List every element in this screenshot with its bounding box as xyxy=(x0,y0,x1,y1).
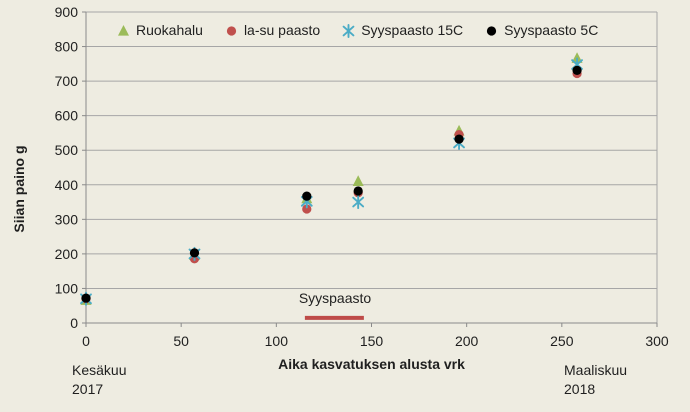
legend-item-2: Syyspaasto 15C xyxy=(341,22,463,38)
y-tick-label-200: 200 xyxy=(55,246,79,262)
x-context-start: Kesäkuu 2017 xyxy=(72,361,126,399)
legend-marker-2 xyxy=(342,23,355,38)
legend: Ruokahalu la-su paasto Syyspaasto 15C Syysp… xyxy=(116,22,598,38)
x-context-start-line1: Kesäkuu xyxy=(72,362,127,378)
x-tick-label-50: 50 xyxy=(173,333,189,349)
y-tick-label-500: 500 xyxy=(55,142,79,158)
legend-marker-3 xyxy=(487,25,497,36)
y-tick-label-600: 600 xyxy=(55,108,79,124)
marker-triangle-s0-p3 xyxy=(352,175,364,186)
marker-circle-s3-p4 xyxy=(454,134,464,144)
y-tick-label-0: 0 xyxy=(70,315,78,331)
x-context-end: Maaliskuu 2018 xyxy=(564,361,627,399)
marker-circle-s3-p3 xyxy=(353,186,363,196)
x-tick-label-150: 150 xyxy=(360,333,384,349)
legend-item-3: Syyspaasto 5C xyxy=(484,22,598,38)
y-tick-label-900: 900 xyxy=(55,4,79,20)
x-tick-label-200: 200 xyxy=(455,333,479,349)
marker-circle-s1-p2 xyxy=(302,204,312,214)
marker-circle-s3-p0 xyxy=(81,293,91,303)
legend-marker-0 xyxy=(118,24,129,36)
legend-label-3: Syyspaasto 5C xyxy=(504,22,599,38)
y-tick-label-100: 100 xyxy=(55,280,79,296)
annotation-label: Syyspaasto xyxy=(298,290,372,306)
x-tick-label-300: 300 xyxy=(645,333,669,349)
x-tick-label-0: 0 xyxy=(82,333,90,349)
legend-circle-icon xyxy=(487,25,497,36)
marker-asterisk-s2-p3 xyxy=(352,195,365,210)
y-tick-label-300: 300 xyxy=(55,211,79,227)
x-tick-label-100: 100 xyxy=(265,333,289,349)
x-context-end-line1: Maaliskuu xyxy=(564,362,628,378)
marker-circle-s3-p5 xyxy=(572,65,582,76)
legend-item-1: la-su paasto xyxy=(224,22,320,38)
x-context-start-line2: 2017 xyxy=(72,381,104,397)
marker-circle-s3-p2 xyxy=(302,191,312,201)
y-axis-title: Siian paino g xyxy=(11,145,27,233)
marker-circle-s3-p1 xyxy=(189,248,200,258)
legend-circle-icon xyxy=(226,25,237,36)
legend-triangle-icon xyxy=(118,24,129,36)
y-tick-label-700: 700 xyxy=(55,73,79,89)
x-context-end-line2: 2018 xyxy=(564,381,596,397)
legend-marker-1 xyxy=(226,25,237,36)
legend-asterisk-icon xyxy=(342,23,355,38)
legend-label-0: Ruokahalu xyxy=(136,22,203,38)
legend-item-0: Ruokahalu xyxy=(116,22,203,38)
x-tick-label-250: 250 xyxy=(550,333,574,349)
y-tick-label-400: 400 xyxy=(55,177,79,193)
legend-label-2: Syyspaasto 15C xyxy=(361,22,464,38)
x-axis-title: Aika kasvatuksen alusta vrk xyxy=(278,356,465,372)
y-tick-label-800: 800 xyxy=(55,39,79,55)
legend-label-1: la-su paasto xyxy=(243,22,321,38)
